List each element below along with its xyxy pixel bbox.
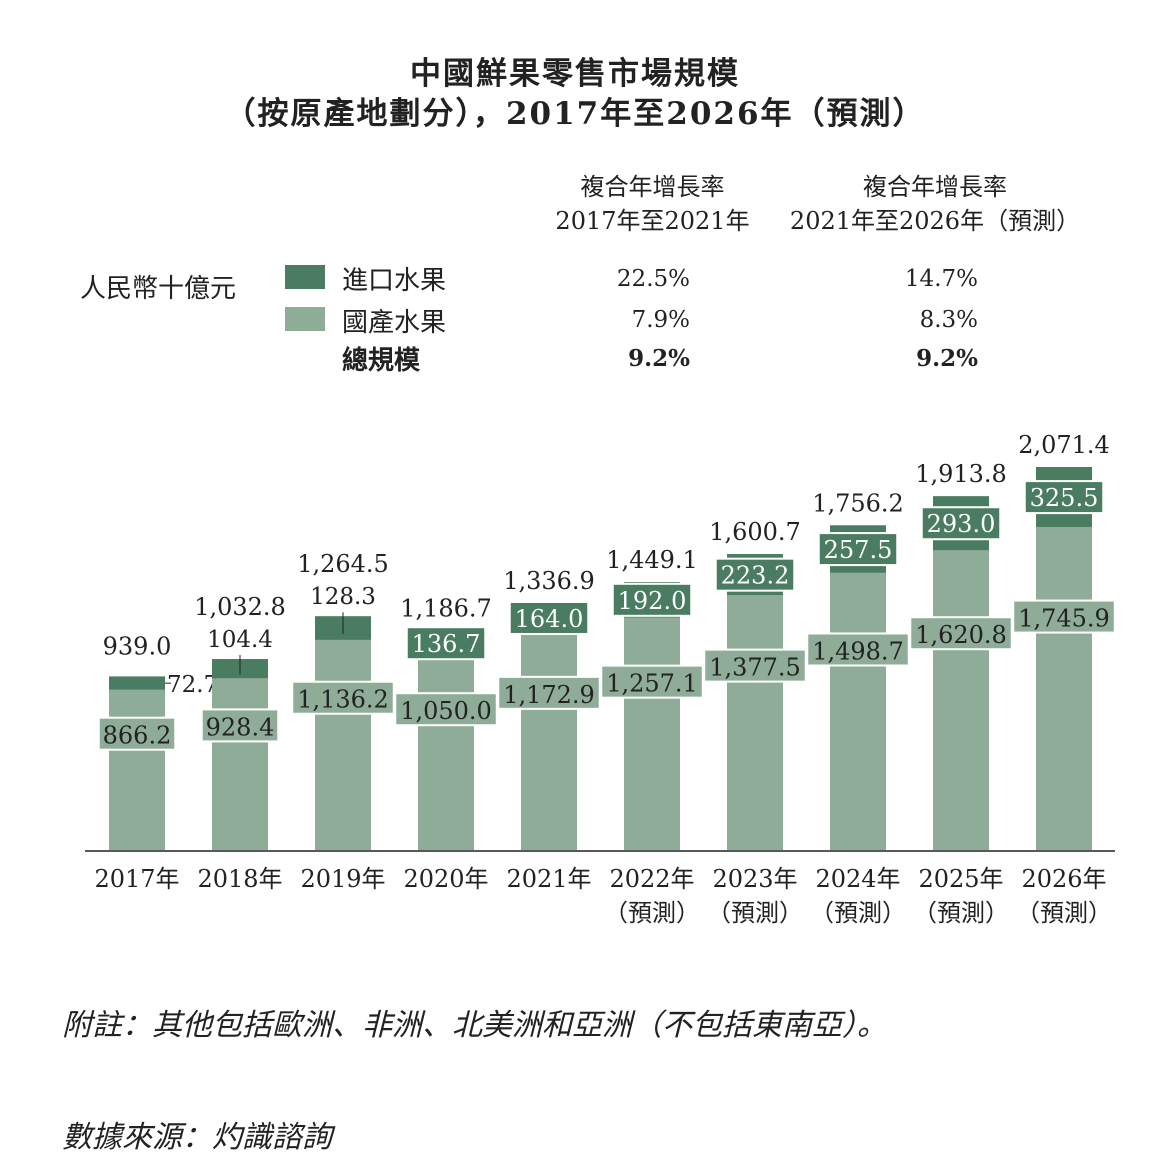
cagr-imported-2021-2026: 14.7% xyxy=(904,266,978,292)
total-value-label-1: 1,032.8 xyxy=(194,593,286,621)
cagr-header-2-period: 2021年至2026年（預測） xyxy=(789,207,1081,235)
domestic-value-label-8: 1,620.8 xyxy=(915,621,1007,649)
cagr-header-1-title: 複合年增長率 xyxy=(580,173,725,201)
total-value-label-6: 1,600.7 xyxy=(709,518,801,546)
domestic-value-label-6: 1,377.5 xyxy=(709,654,801,682)
bar-domestic-1 xyxy=(212,678,268,850)
x-tick-label-1: 2018年 xyxy=(197,865,282,893)
x-tick-label-0: 2017年 xyxy=(94,865,179,893)
total-value-label-8: 1,913.8 xyxy=(915,460,1007,488)
total-value-label-2: 1,264.5 xyxy=(297,550,389,578)
bar-domestic-4 xyxy=(521,633,577,850)
legend-label-total: 總規模 xyxy=(342,346,421,376)
x-tick-sublabel-8: （預測） xyxy=(913,899,1009,927)
bar-imported-0 xyxy=(109,676,165,690)
x-tick-label-9: 2026年 xyxy=(1021,865,1106,893)
imported-value-label-8: 293.0 xyxy=(927,510,996,538)
domestic-label-box-5 xyxy=(600,664,704,699)
imported-label-box-5 xyxy=(611,582,693,617)
bar-domestic-5 xyxy=(624,617,680,850)
domestic-label-box-0 xyxy=(97,716,177,751)
total-value-label-4: 1,336.9 xyxy=(503,567,595,595)
domestic-value-label-5: 1,257.1 xyxy=(606,670,698,698)
cagr-domestic-2021-2026: 8.3% xyxy=(919,307,978,333)
x-tick-label-8: 2025年 xyxy=(918,865,1003,893)
imported-label-box-6 xyxy=(714,557,796,592)
total-value-label-7: 1,756.2 xyxy=(812,489,904,517)
legend-label-imported: 進口水果 xyxy=(342,266,447,296)
domestic-label-box-8 xyxy=(909,616,1013,651)
imported-label-box-4 xyxy=(508,600,590,635)
chart-title: 中國鮮果零售市場規模 xyxy=(410,56,740,92)
source-note: 數據來源：灼識諮詢 xyxy=(62,1120,332,1155)
x-tick-label-4: 2021年 xyxy=(506,865,591,893)
imported-label-box-7 xyxy=(817,532,899,567)
bar-domestic-6 xyxy=(727,595,783,850)
x-tick-label-3: 2020年 xyxy=(403,865,488,893)
imported-value-label-3: 136.7 xyxy=(412,630,481,658)
bar-domestic-8 xyxy=(933,550,989,850)
cagr-total-2021-2026: 9.2% xyxy=(916,345,978,372)
imported-value-label-7: 257.5 xyxy=(824,536,893,564)
domestic-label-box-7 xyxy=(806,632,910,667)
cagr-header-2-title: 複合年增長率 xyxy=(863,173,1007,201)
bar-domestic-3 xyxy=(418,655,474,850)
bar-domestic-7 xyxy=(830,572,886,850)
x-tick-sublabel-5: （預測） xyxy=(604,899,700,927)
legend-swatch-domestic xyxy=(285,307,325,331)
domestic-label-box-4 xyxy=(497,675,601,710)
total-value-label-0: 939.0 xyxy=(103,632,172,660)
domestic-label-box-2 xyxy=(291,680,395,715)
imported-label-box-3 xyxy=(405,626,487,661)
imported-value-label-2: 128.3 xyxy=(310,584,376,610)
domestic-label-box-6 xyxy=(703,648,807,683)
imported-label-box-8 xyxy=(920,506,1002,541)
imported-value-label-6: 223.2 xyxy=(721,562,790,590)
total-value-label-3: 1,186.7 xyxy=(400,595,492,623)
domestic-value-label-0: 866.2 xyxy=(103,722,172,750)
cagr-imported-2017-2021: 22.5% xyxy=(616,266,690,292)
cagr-total-2017-2021: 9.2% xyxy=(628,345,690,372)
imported-label-box-9 xyxy=(1023,480,1105,515)
total-value-label-5: 1,449.1 xyxy=(606,546,698,574)
cagr-header-1-period: 2017年至2021年 xyxy=(555,207,750,235)
domestic-value-label-7: 1,498.7 xyxy=(812,637,904,665)
x-tick-label-2: 2019年 xyxy=(300,865,385,893)
legend-label-domestic: 國產水果 xyxy=(342,308,447,338)
imported-value-label-4: 164.0 xyxy=(515,605,584,633)
cagr-header-2: 複合年增長率 2021年至2026年（預測） xyxy=(775,170,1095,238)
x-tick-sublabel-6: （預測） xyxy=(707,899,803,927)
imported-value-label-0: 72.7 xyxy=(167,672,218,698)
x-tick-label-7: 2024年 xyxy=(815,865,900,893)
x-tick-sublabel-9: （預測） xyxy=(1016,899,1112,927)
x-tick-label-6: 2023年 xyxy=(712,865,797,893)
unit-label: 人民幣十億元 xyxy=(80,274,237,304)
total-value-label-9: 2,071.4 xyxy=(1018,431,1110,459)
domestic-value-label-1: 928.4 xyxy=(206,713,275,741)
x-tick-label-5: 2022年 xyxy=(609,865,694,893)
imported-value-label-5: 192.0 xyxy=(618,587,687,615)
bar-domestic-2 xyxy=(315,639,371,850)
imported-value-label-9: 325.5 xyxy=(1030,484,1099,512)
imported-value-label-1: 104.4 xyxy=(207,627,273,653)
cagr-domestic-2017-2021: 7.9% xyxy=(631,307,690,333)
footnote: 附註：其他包括歐洲、非洲、北美洲和亞洲（不包括東南亞）。 xyxy=(62,1008,887,1043)
domestic-label-box-1 xyxy=(200,708,280,743)
bar-domestic-9 xyxy=(1036,527,1092,850)
chart-subtitle: （按原產地劃分），2017年至2026年（預測） xyxy=(224,96,926,132)
x-tick-sublabel-7: （預測） xyxy=(810,899,906,927)
bar-domestic-0 xyxy=(109,689,165,850)
domestic-label-box-3 xyxy=(394,692,498,727)
cagr-header-1: 複合年增長率 2017年至2021年 xyxy=(540,170,765,238)
legend-swatch-imported xyxy=(285,265,325,289)
domestic-value-label-9: 1,745.9 xyxy=(1018,605,1110,633)
domestic-value-label-4: 1,172.9 xyxy=(503,681,595,709)
domestic-value-label-3: 1,050.0 xyxy=(400,697,492,725)
domestic-label-box-9 xyxy=(1012,599,1116,634)
domestic-value-label-2: 1,136.2 xyxy=(297,686,389,714)
